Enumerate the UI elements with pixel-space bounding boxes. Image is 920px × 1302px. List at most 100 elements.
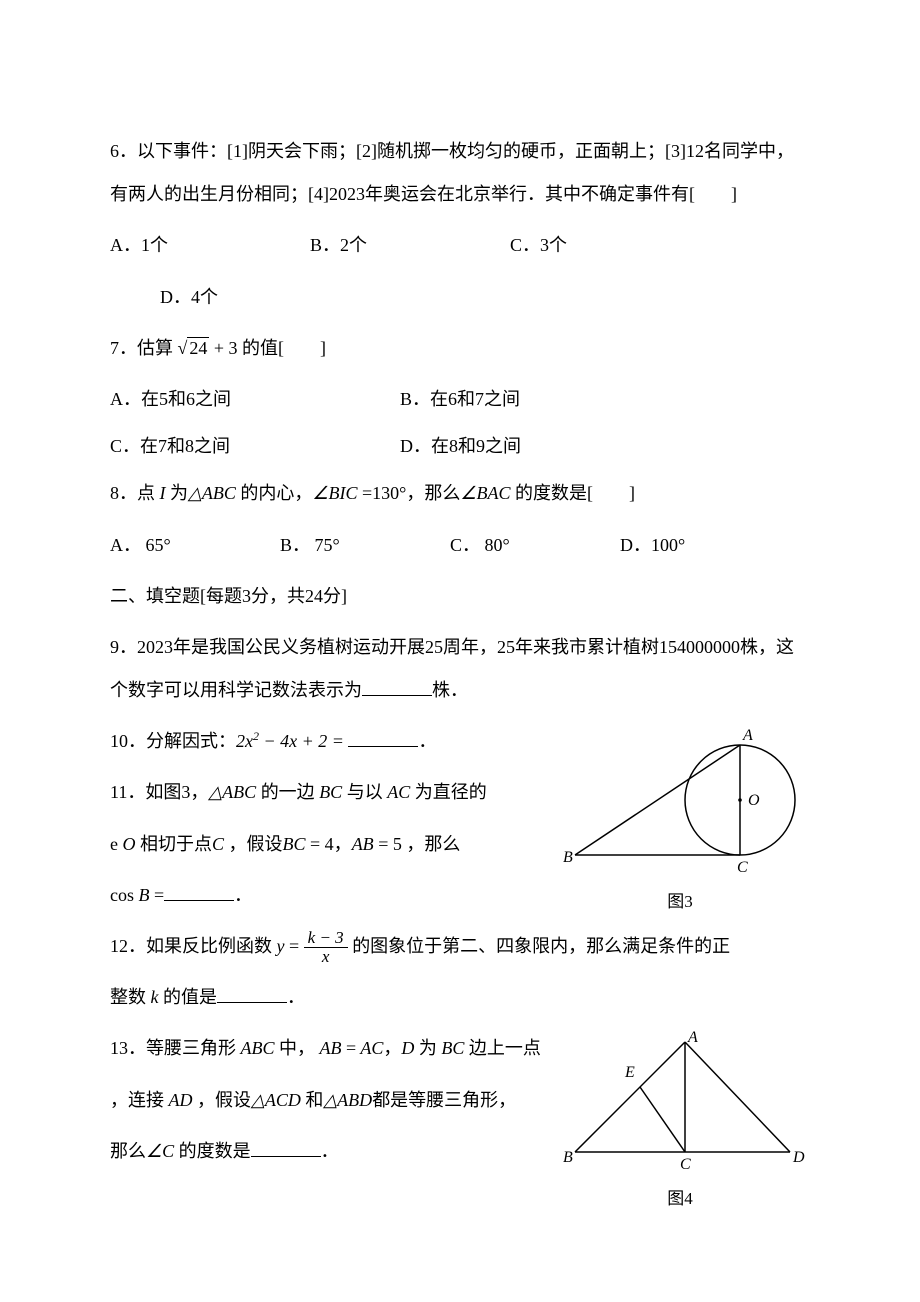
q11-o: O [123,834,136,854]
blank-icon [251,1139,321,1157]
q13-l1-p2: 中， [279,1038,315,1058]
q12-k: k [146,987,163,1007]
q7-sqrt: 24 [187,337,209,358]
q10-t1: 10．分解因式： [110,731,236,751]
q11-c: C [212,834,224,854]
q13-l3-p1: 那么 [110,1141,146,1161]
q13-c: ∠C [146,1141,174,1161]
q7-options-row1: A．在5和6之间 B．在6和7之间 [110,378,810,421]
q13-ab: AB [315,1038,346,1058]
question-12: 12．如果反比例函数 y = k − 3x 的图象位于第二、四象限内，那么满足条… [110,925,810,968]
q8-p3: 的内心， [236,483,313,503]
q12-p5: ． [287,987,305,1007]
question-10: 10．分解因式：2x2 − 4x + 2 = ． [110,720,550,763]
q13-l2-p3: 和 [301,1090,324,1110]
q13-abc: ABC [236,1038,279,1058]
q8-ang2: ∠BAC [460,483,510,503]
q11-l3-p3: ． [234,885,252,905]
q13-acd: △ACD [251,1090,301,1110]
q10-11-text: 10．分解因式：2x2 − 4x + 2 = ． 11．如图3，△ABC 的一边… [110,720,550,925]
figure-4: A B C D E 图4 [550,1027,810,1220]
q11-l2-p3: ，假设 [224,834,283,854]
q11-ab: AB [352,834,374,854]
fig4-caption: 图4 [550,1179,810,1220]
q13-l2-p4: 都是等腰三角形， [372,1090,516,1110]
q7-opt-d: D．在8和9之间 [400,425,810,468]
question-9: 9．2023年是我国公民义务植树运动开展25周年，25年来我市累计植树15400… [110,626,810,712]
question-7: 7．估算 √24 + 3 的值[ ] [110,327,810,370]
q9-t2: 株． [432,680,468,700]
fig3-C: C [737,859,748,876]
q11-l3-p1: cos [110,885,139,905]
q13-ad: AD [164,1090,197,1110]
q7-prefix: 7．估算 [110,338,173,358]
q13-bc: BC [437,1038,469,1058]
q13-l1-p5: 为 [414,1038,437,1058]
q13-l1-p4: ， [383,1038,401,1058]
q12-p2: 的图象位于第二、四象限内，那么满足条件的正 [348,936,731,956]
blank-icon [217,985,287,1003]
fig4-E: E [624,1064,635,1081]
q11-l3-p2: = [150,885,165,905]
fig3-B: B [563,849,573,866]
q8-opt-c: C． 80° [450,524,620,567]
q13-l1-p6: 边上一点 [469,1038,541,1058]
q13-l3-p2: 的度数是 [174,1141,251,1161]
question-11-l2: e O 相切于点C ，假设BC = 4，AB = 5 ，那么 [110,823,550,866]
fraction-icon: k − 3x [304,929,348,967]
q7-opt-a: A．在5和6之间 [110,378,400,421]
q10-expr: 2x2 − 4x + 2 = [236,731,348,751]
q10-11-row: 10．分解因式：2x2 − 4x + 2 = ． 11．如图3，△ABC 的一边… [110,720,810,925]
q8-opt-a: A． 65° [110,524,280,567]
q8-opt-b: B． 75° [280,524,450,567]
q10-t2: ． [418,731,436,751]
question-12-l2: 整数 k 的值是． [110,976,810,1019]
q13-l2-p2: ，假设 [197,1090,251,1110]
q13-l2-p1: ，连接 [110,1090,164,1110]
question-11-l1: 11．如图3，△ABC 的一边 BC 与以 AC 为直径的 [110,771,550,814]
q12-den: x [304,948,348,967]
q13-ac: AC [356,1038,383,1058]
q12-p1: 12．如果反比例函数 [110,936,272,956]
q6-opt-c: C．3个 [510,224,710,267]
q12-num: k − 3 [304,929,348,949]
question-6: 6．以下事件：[1]阴天会下雨；[2]随机掷一枚均匀的硬币，正面朝上；[3]12… [110,130,810,216]
q13-abd: △ABD [323,1090,372,1110]
q8-p4: =130°，那么 [357,483,460,503]
q12-y: y [272,936,289,956]
q6-text: 6．以下事件：[1]阴天会下雨；[2]随机掷一枚均匀的硬币，正面朝上；[3]12… [110,141,794,204]
q8-ang1: ∠BIC [312,483,357,503]
blank-icon [362,678,432,696]
q11-ac: AC [387,782,410,802]
q11-l1-p1: 11．如图3， [110,782,208,802]
q7-opt-b: B．在6和7之间 [400,378,810,421]
blank-icon [164,883,234,901]
q13-l3-p3: ． [321,1141,339,1161]
q8-tri: △ABC [188,483,236,503]
q8-opt-d: D．100° [620,524,790,567]
q8-I: I [155,483,170,503]
q6-opt-a: A．1个 [110,224,310,267]
q13-l1-p1: 13．等腰三角形 [110,1038,236,1058]
q12-p3: 整数 [110,987,146,1007]
q6-options-row1: A．1个 B．2个 C．3个 [110,224,810,267]
q7-suffix: + 3 的值[ ] [209,338,326,358]
q11-b: B [139,885,150,905]
q8-p5: 的度数是[ ] [510,483,635,503]
question-11-l3: cos B = ． [110,874,550,917]
q12-eq: = [289,936,304,956]
q11-l1-p4: 为直径的 [410,782,487,802]
fig4-D: D [792,1149,805,1166]
q8-p2: 为 [170,483,188,503]
q11-l2-p1: e [110,834,123,854]
fig4-C: C [680,1156,691,1173]
q11-l2-p2: 相切于点 [136,834,213,854]
q13-l1-p3: = [346,1038,356,1058]
q6-opt-b: B．2个 [310,224,510,267]
q7-opt-c: C．在7和8之间 [110,425,400,468]
figure-3: A B C O 图3 [550,720,810,923]
question-13-l2: ，连接 AD ，假设△ACD 和△ABD都是等腰三角形， [110,1079,550,1122]
q13-text: 13．等腰三角形 ABC 中， AB = AC，D 为 BC 边上一点 ，连接 … [110,1027,550,1181]
fig3-A: A [742,727,753,744]
q11-l1-p2: 的一边 [256,782,319,802]
